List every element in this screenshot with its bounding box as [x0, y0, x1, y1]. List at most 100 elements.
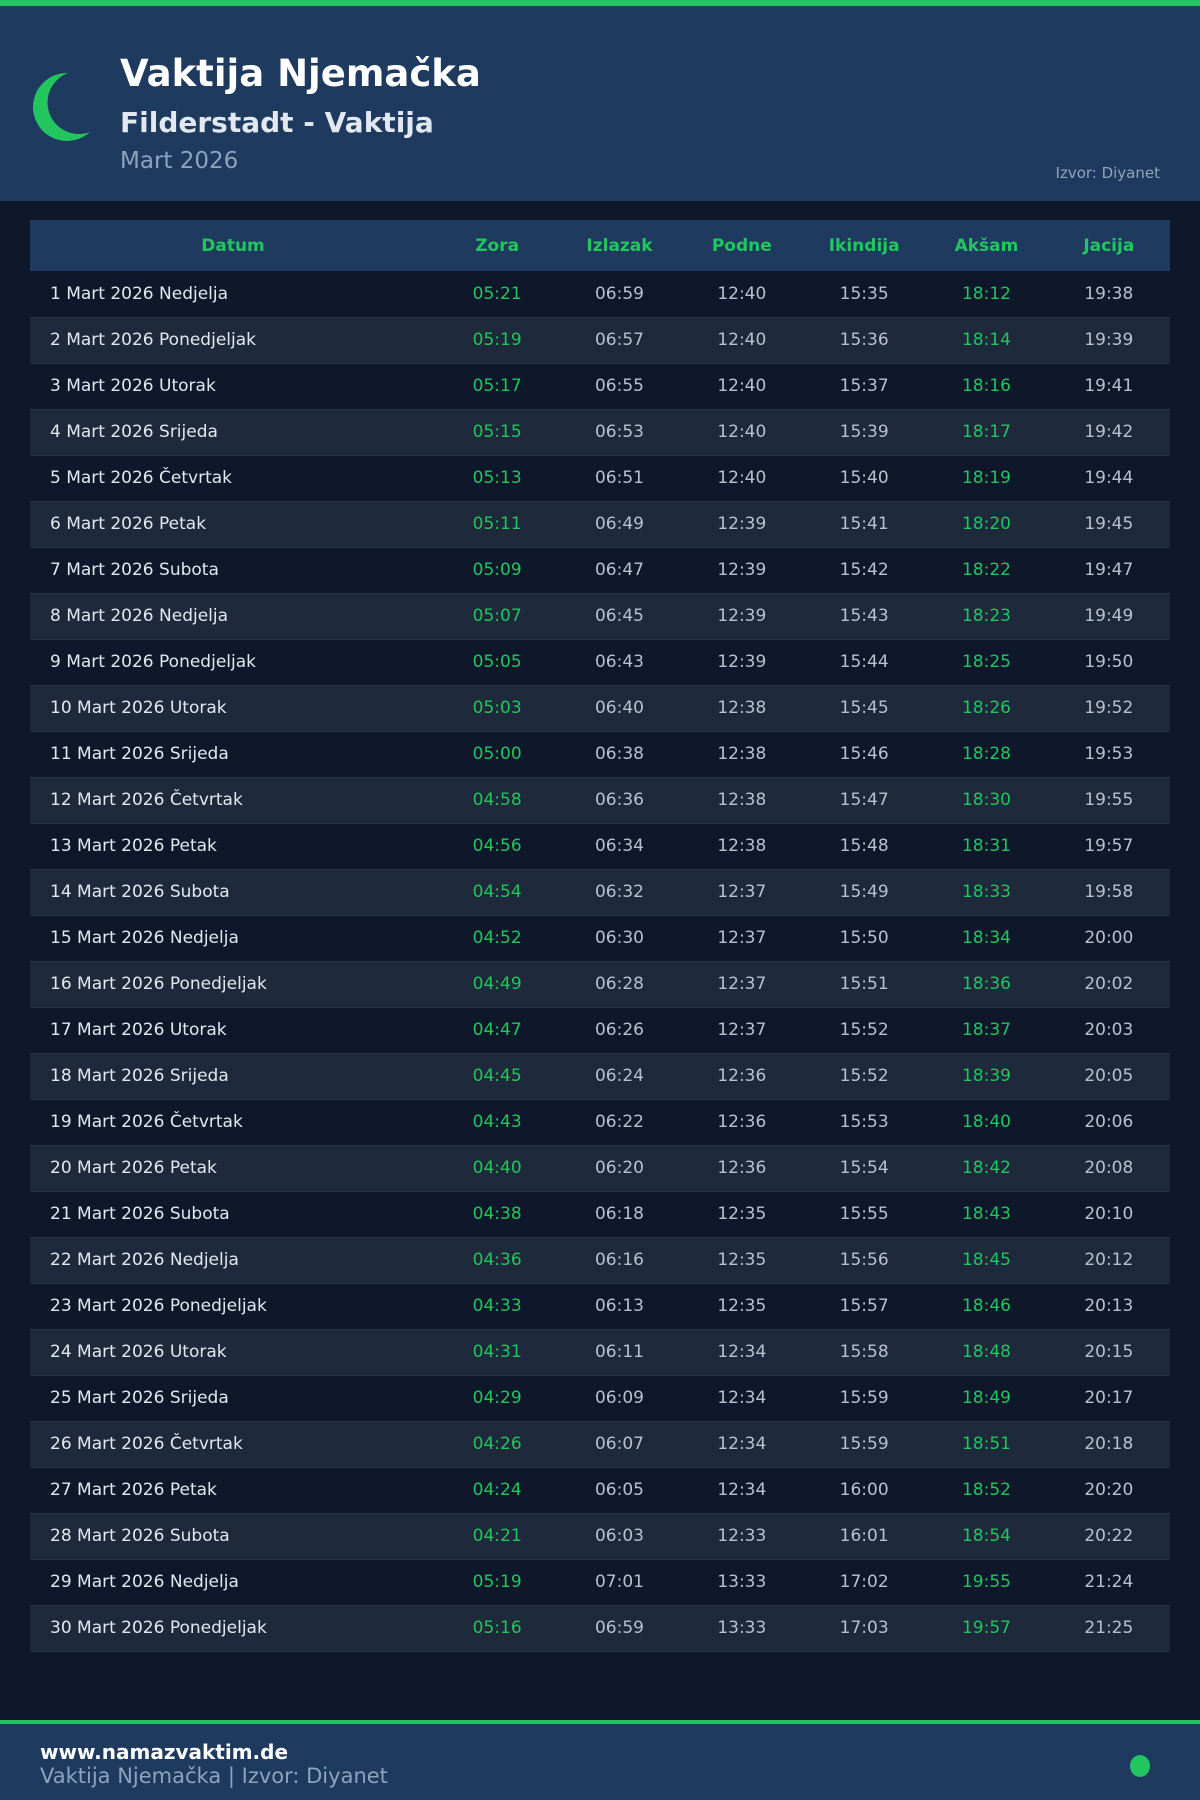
time-cell: 19:55	[1047, 777, 1170, 824]
time-cell: 15:37	[802, 363, 926, 410]
time-cell: 15:36	[802, 317, 926, 364]
time-cell: 05:21	[436, 271, 559, 318]
time-cell: 05:19	[436, 1559, 559, 1606]
top-accent-bar	[0, 0, 1200, 6]
time-cell: 16:00	[802, 1467, 926, 1514]
crescent-moon-icon	[32, 72, 90, 141]
table-row: 11 Mart 2026 Srijeda 05:00 06:38 12:38 15:46…	[30, 731, 1170, 778]
time-cell: 06:36	[558, 777, 681, 824]
time-cell: 06:18	[558, 1191, 681, 1238]
page-title: Vaktija Njemačka	[120, 52, 481, 95]
time-cell: 15:57	[802, 1283, 926, 1330]
date-cell: 5 Mart 2026 Četvrtak	[30, 455, 436, 502]
time-cell: 12:39	[680, 593, 803, 640]
table-row: 8 Mart 2026 Nedjelja 05:07 06:45 12:39 15:43…	[30, 593, 1170, 640]
column-header: Datum	[30, 220, 436, 271]
time-cell: 04:29	[436, 1375, 559, 1422]
time-cell: 04:43	[436, 1099, 559, 1146]
column-header: Zora	[436, 220, 559, 271]
time-cell: 15:42	[802, 547, 926, 594]
time-cell: 12:38	[680, 777, 803, 824]
time-cell: 12:40	[680, 317, 803, 364]
table-row: 1 Mart 2026 Nedjelja 05:21 06:59 12:40 15:35…	[30, 271, 1170, 318]
date-cell: 28 Mart 2026 Subota	[30, 1513, 436, 1560]
date-cell: 10 Mart 2026 Utorak	[30, 685, 436, 732]
table-row: 24 Mart 2026 Utorak 04:31 06:11 12:34 15:58 1…	[30, 1329, 1170, 1376]
date-cell: 24 Mart 2026 Utorak	[30, 1329, 436, 1376]
time-cell: 04:58	[436, 777, 559, 824]
date-cell: 26 Mart 2026 Četvrtak	[30, 1421, 436, 1468]
time-cell: 05:05	[436, 639, 559, 686]
time-cell: 18:30	[925, 777, 1048, 824]
time-cell: 18:54	[925, 1513, 1048, 1560]
status-dot-icon	[1130, 1755, 1150, 1777]
time-cell: 07:01	[558, 1559, 681, 1606]
footer-subtitle: Vaktija Njemačka | Izvor: Diyanet	[40, 1764, 388, 1788]
time-cell: 05:15	[436, 409, 559, 456]
date-cell: 3 Mart 2026 Utorak	[30, 363, 436, 410]
time-cell: 19:47	[1047, 547, 1170, 594]
time-cell: 06:49	[558, 501, 681, 548]
time-cell: 12:40	[680, 455, 803, 502]
column-header: Ikindija	[802, 220, 926, 271]
time-cell: 04:21	[436, 1513, 559, 1560]
time-cell: 18:34	[925, 915, 1048, 962]
time-cell: 18:43	[925, 1191, 1048, 1238]
time-cell: 19:57	[1047, 823, 1170, 870]
date-cell: 19 Mart 2026 Četvrtak	[30, 1099, 436, 1146]
time-cell: 17:02	[802, 1559, 926, 1606]
time-cell: 18:33	[925, 869, 1048, 916]
time-cell: 12:37	[680, 1007, 803, 1054]
table-row: 2 Mart 2026 Ponedjeljak 05:19 06:57 12:40 15…	[30, 317, 1170, 364]
time-cell: 04:47	[436, 1007, 559, 1054]
time-cell: 04:24	[436, 1467, 559, 1514]
time-cell: 12:40	[680, 271, 803, 318]
time-cell: 18:49	[925, 1375, 1048, 1422]
date-cell: 17 Mart 2026 Utorak	[30, 1007, 436, 1054]
time-cell: 18:51	[925, 1421, 1048, 1468]
time-cell: 05:16	[436, 1605, 559, 1652]
table-row: 17 Mart 2026 Utorak 04:47 06:26 12:37 15:52 1…	[30, 1007, 1170, 1054]
time-cell: 05:03	[436, 685, 559, 732]
time-cell: 04:31	[436, 1329, 559, 1376]
time-cell: 15:49	[802, 869, 926, 916]
time-cell: 06:53	[558, 409, 681, 456]
time-cell: 05:13	[436, 455, 559, 502]
time-cell: 15:39	[802, 409, 926, 456]
time-cell: 15:55	[802, 1191, 926, 1238]
time-cell: 19:58	[1047, 869, 1170, 916]
table-row: 25 Mart 2026 Srijeda 04:29 06:09 12:34 15:59…	[30, 1375, 1170, 1422]
time-cell: 06:22	[558, 1099, 681, 1146]
time-cell: 15:51	[802, 961, 926, 1008]
table-row: 14 Mart 2026 Subota 04:54 06:32 12:37 15:49 1…	[30, 869, 1170, 916]
time-cell: 06:38	[558, 731, 681, 778]
time-cell: 15:59	[802, 1375, 926, 1422]
time-cell: 18:48	[925, 1329, 1048, 1376]
time-cell: 17:03	[802, 1605, 926, 1652]
time-cell: 20:13	[1047, 1283, 1170, 1330]
time-cell: 18:12	[925, 271, 1048, 318]
time-cell: 05:19	[436, 317, 559, 364]
time-cell: 15:52	[802, 1007, 926, 1054]
time-cell: 18:19	[925, 455, 1048, 502]
time-cell: 20:18	[1047, 1421, 1170, 1468]
date-cell: 1 Mart 2026 Nedjelja	[30, 271, 436, 318]
time-cell: 12:34	[680, 1467, 803, 1514]
footer-site-link[interactable]: www.namazvaktim.de	[40, 1740, 289, 1764]
time-cell: 06:40	[558, 685, 681, 732]
time-cell: 12:35	[680, 1283, 803, 1330]
page-subtitle: Filderstadt - Vaktija	[120, 106, 434, 139]
time-cell: 19:41	[1047, 363, 1170, 410]
time-cell: 12:38	[680, 823, 803, 870]
time-cell: 06:09	[558, 1375, 681, 1422]
table-row: 23 Mart 2026 Ponedjeljak 04:33 06:13 12:35 1…	[30, 1283, 1170, 1330]
date-cell: 6 Mart 2026 Petak	[30, 501, 436, 548]
time-cell: 06:45	[558, 593, 681, 640]
time-cell: 12:36	[680, 1145, 803, 1192]
date-cell: 30 Mart 2026 Ponedjeljak	[30, 1605, 436, 1652]
time-cell: 04:26	[436, 1421, 559, 1468]
time-cell: 15:35	[802, 271, 926, 318]
time-cell: 19:53	[1047, 731, 1170, 778]
date-cell: 22 Mart 2026 Nedjelja	[30, 1237, 436, 1284]
time-cell: 18:17	[925, 409, 1048, 456]
